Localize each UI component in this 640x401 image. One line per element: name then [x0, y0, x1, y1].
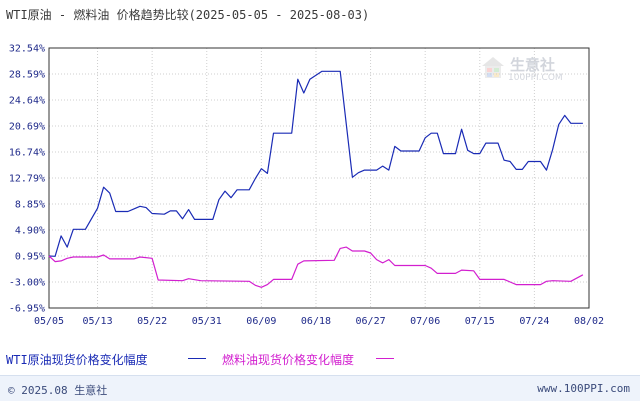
y-tick-label: 20.69% [9, 122, 45, 133]
x-tick-label: 06/27 [356, 316, 386, 327]
y-tick-label: -3.00% [9, 277, 45, 288]
series-line-fuel [48, 246, 584, 288]
x-tick-label: 06/09 [246, 316, 276, 327]
watermark-text: 生意社 [510, 56, 556, 74]
footer-bar: © 2025.08 生意社 www.100PPI.com [0, 375, 640, 401]
x-tick-label: 07/06 [410, 316, 440, 327]
chart-title: WTI原油 - 燃料油 价格趋势比较(2025-05-05 - 2025-08-… [6, 8, 370, 22]
y-tick-label: 16.74% [9, 148, 45, 159]
y-tick-label: 0.95% [15, 251, 45, 262]
y-tick-label: 12.79% [9, 174, 45, 185]
copyright-text: © 2025.08 生意社 [8, 384, 108, 397]
house-icon [482, 57, 504, 78]
chart-legend: WTI原油现货价格变化幅度 燃料油现货价格变化幅度 [0, 348, 640, 370]
x-tick-label: 06/18 [301, 316, 331, 327]
series-line-wti [48, 70, 583, 257]
x-tick-label: 05/22 [137, 316, 167, 327]
y-tick-label: 4.90% [15, 225, 45, 236]
x-tick-label: 08/02 [574, 316, 604, 327]
x-tick-label: 05/13 [82, 316, 112, 327]
watermark-url: 100PPI.COM [508, 73, 563, 83]
y-tick-label: 32.54% [9, 44, 45, 55]
x-tick-label: 07/15 [465, 316, 495, 327]
legend-label-fuel: 燃料油现货价格变化幅度 [222, 353, 355, 367]
x-tick-label: 05/31 [192, 316, 222, 327]
line-chart: 32.54% 28.59% 24.64% 20.69% 16.74% 12.79% 8.85… [9, 44, 604, 328]
watermark-logo: 生意社 100PPI.COM [480, 54, 580, 84]
legend-swatch-fuel [376, 358, 394, 359]
legend-label-wti: WTI原油现货价格变化幅度 [6, 353, 148, 367]
x-tick-label: 05/05 [34, 316, 64, 327]
site-link[interactable]: www.100PPI.com [537, 382, 630, 395]
y-tick-label: 8.85% [15, 199, 45, 210]
y-tick-label: 24.64% [9, 96, 45, 107]
legend-swatch-wti [188, 358, 206, 359]
y-tick-label: 28.59% [9, 70, 45, 81]
y-tick-label: -6.95% [9, 304, 45, 315]
plot-frame [48, 47, 590, 309]
x-tick-label: 07/24 [519, 316, 549, 327]
